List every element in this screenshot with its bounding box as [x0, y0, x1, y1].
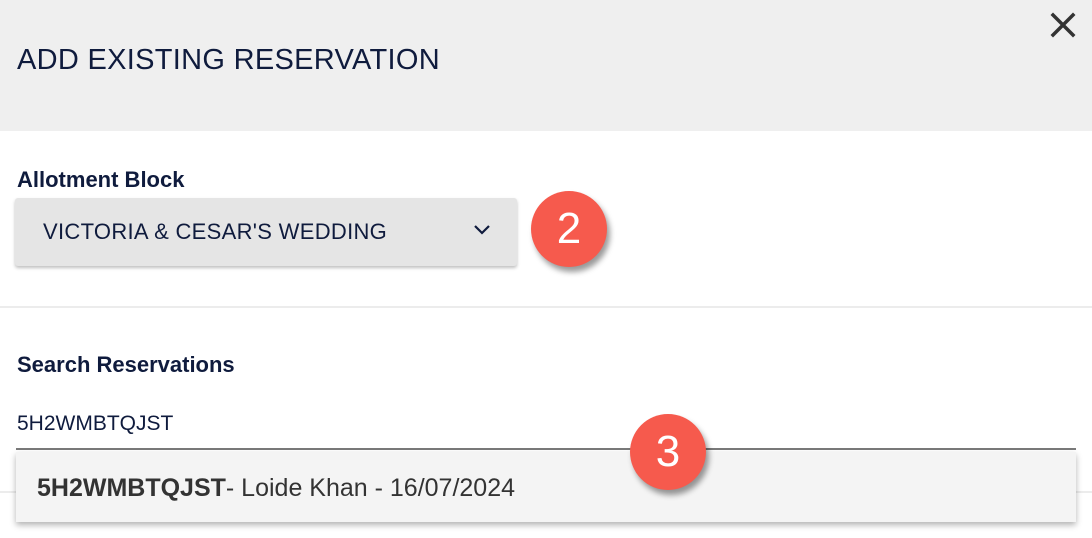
result-details: - Loide Khan - 16/07/2024 — [225, 474, 516, 502]
dialog-header: ADD EXISTING RESERVATION — [0, 0, 1092, 131]
divider — [0, 306, 1092, 308]
search-results-dropdown: 5H2WMBTQJST- Loide Khan - 16/07/2024 — [16, 452, 1076, 522]
allotment-block-label: Allotment Block — [17, 167, 185, 192]
search-reservations-label: Search Reservations — [17, 352, 235, 377]
search-result-option[interactable]: 5H2WMBTQJST- Loide Khan - 16/07/2024 — [37, 474, 515, 503]
dialog-title: ADD EXISTING RESERVATION — [17, 44, 440, 76]
allotment-block-select[interactable]: VICTORIA & CESAR'S WEDDING — [15, 198, 517, 266]
close-icon — [1050, 12, 1076, 38]
result-code: 5H2WMBTQJST — [37, 474, 226, 502]
allotment-block-value: VICTORIA & CESAR'S WEDDING — [43, 219, 388, 244]
step-badge-2: 2 — [531, 191, 607, 267]
step-badge-3: 3 — [630, 414, 706, 490]
close-button[interactable] — [1050, 12, 1076, 38]
search-reservations-input[interactable] — [16, 400, 1076, 450]
chevron-down-icon — [474, 225, 490, 235]
